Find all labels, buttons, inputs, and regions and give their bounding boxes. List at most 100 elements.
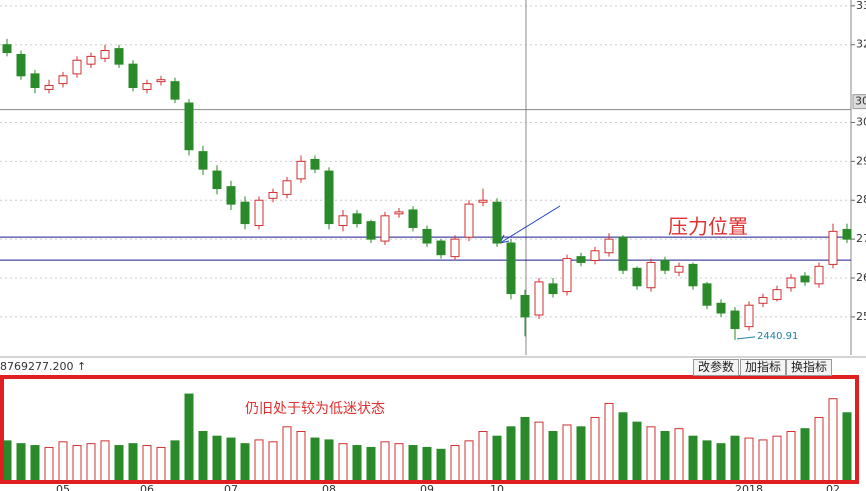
volume-bar [72,445,82,484]
y-tick-label: 26 [856,271,866,284]
candle-body [86,55,96,65]
volume-bar [814,416,824,484]
candle-body [814,265,824,285]
volume-bar [632,421,642,484]
candle-body [786,277,796,289]
candle-body [674,265,684,273]
y-tick-label: 30 [856,115,866,128]
volume-bar [58,441,68,484]
crosshair-label: 30 [855,95,866,108]
x-tick-label: 10 [490,483,504,491]
volume-bar [226,437,236,484]
volume-bar [716,443,726,484]
candle-body [198,151,208,170]
volume-bar [576,426,586,484]
volume-bar [604,402,614,484]
button[interactable]: 改参数 [693,359,740,376]
volume-bar [534,421,544,484]
candle-body [58,75,68,85]
y-tick-label: 33 [856,0,866,12]
candle-body [380,215,390,242]
candle-body [72,59,82,75]
volume-bar [128,443,138,484]
highlight-frame [0,375,859,484]
x-tick-label: 08 [322,483,336,491]
candle-body [716,302,726,314]
candle-body [282,180,292,195]
volume-bar [380,441,390,484]
candle-body [254,199,264,227]
volume-bar [2,440,12,484]
volume-bar [478,431,488,484]
candle-body [758,296,768,304]
volume-bar [702,440,712,484]
volume-bar [212,435,222,484]
volume-bar [450,445,460,484]
volume-bar [170,440,180,484]
candle-body [44,85,54,90]
candle-body [506,242,516,295]
candle-body [590,250,600,262]
annotation: 压力位置 [668,215,748,239]
volume-bar [772,435,782,484]
candle-body [408,209,418,228]
volume-bar [254,439,264,484]
button[interactable]: 换指标 [786,359,833,376]
candle-body [688,263,698,287]
x-tick-label: 07 [224,483,238,491]
volume-bar [744,437,754,484]
low-label: 2440.91 [757,331,798,342]
volume-bar [240,443,250,484]
candle-body [492,201,502,244]
candle-body [142,83,152,90]
volume-bar [296,431,306,484]
volume-bar [646,426,656,484]
volume-bar [114,445,124,484]
x-tick-label: 05 [56,483,70,491]
candle-body [184,102,194,151]
candle-body [534,281,544,316]
candle-body [114,48,124,65]
volume-bar [394,443,404,484]
volume-bar [758,439,768,484]
volume-bar [282,426,292,484]
button[interactable]: 加指标 [740,359,787,376]
candle-body [562,258,572,293]
candle-body [394,211,404,215]
candle-body [2,44,12,53]
candle-body [226,186,236,205]
volume-bar [86,443,96,484]
volume-note: 仍旧处于较为低迷状态 [245,401,385,417]
candle-body [366,221,376,240]
candle-body [744,304,754,328]
volume-bar [548,431,558,484]
y-tick-label: 27 [856,232,866,245]
candle-body [618,236,628,271]
candle-body [240,201,250,225]
volume-bar [310,437,320,484]
candle-body [702,283,712,306]
arrow [499,205,561,244]
volume-bar [352,445,362,484]
volume-bar [184,393,194,484]
candle-body [730,310,740,330]
volume-bar [786,431,796,484]
volume-bar [408,445,418,484]
candle-body [464,203,474,238]
volume-bar [842,412,852,484]
volume-bar [562,424,572,484]
candle-body [422,228,432,244]
volume-bar [688,435,698,484]
candle-body [170,81,180,100]
candle-body [128,63,138,88]
x-tick-label: 09 [420,483,434,491]
candle-body [800,275,810,283]
low-arrow [736,336,756,340]
y-tick-label: 29 [856,154,866,167]
volume-bar [618,412,628,484]
volume-bar [44,446,54,484]
volume-bar [828,398,838,484]
candle-body [338,215,348,227]
crosshair-box [852,94,866,110]
